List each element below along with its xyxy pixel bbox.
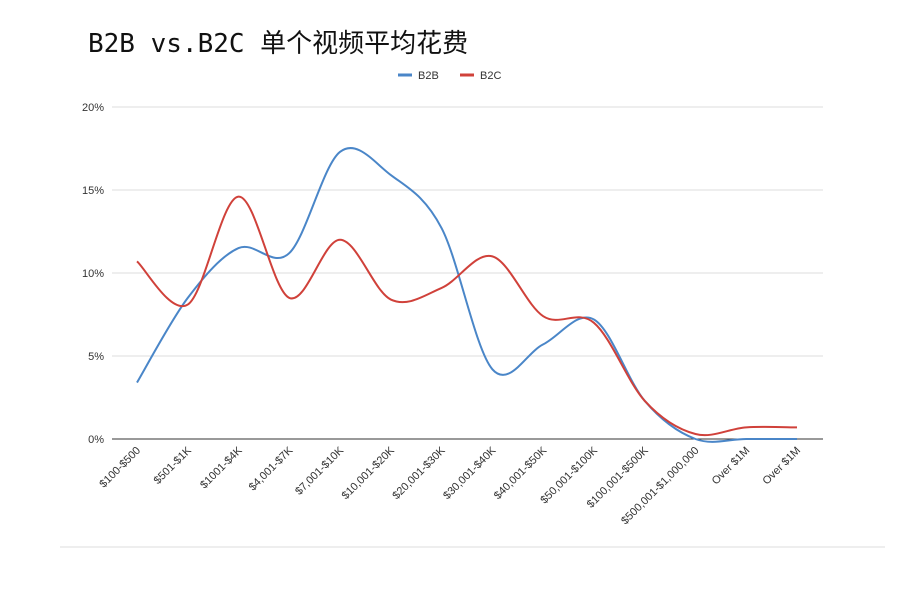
line-series: [136, 147, 797, 443]
y-tick-label: 15%: [82, 185, 104, 197]
x-tick-label: $7,001-$10K: [293, 444, 347, 498]
x-tick-label: $1001-$4K: [198, 444, 245, 491]
line-series: [136, 195, 798, 437]
x-tick-label: Over $1M: [710, 445, 753, 488]
x-tick-label: $10,001-$20K: [340, 444, 398, 502]
y-tick-label: 10%: [82, 268, 104, 280]
y-tick-label: 5%: [88, 351, 104, 363]
y-tick-label: 20%: [82, 102, 104, 114]
x-tick-label: $30,001-$40K: [441, 444, 499, 502]
x-tick-label: Over $1M: [760, 445, 803, 488]
x-tick-label: $501-$1K: [152, 444, 195, 487]
y-tick-label: 0%: [88, 434, 104, 446]
x-tick-label: $4,001-$7K: [247, 444, 296, 493]
legend-label: B2B: [418, 70, 439, 82]
x-tick-label: $20,001-$30K: [390, 444, 448, 502]
chart-title: B2B vs.B2C 单个视频平均花费: [88, 29, 468, 59]
x-tick-label: $40,001-$50K: [492, 444, 550, 502]
x-tick-label: $100-$500: [97, 445, 143, 491]
legend-label: B2C: [480, 70, 501, 82]
